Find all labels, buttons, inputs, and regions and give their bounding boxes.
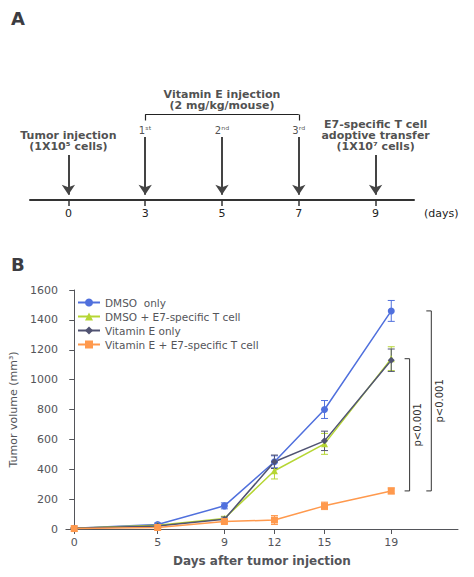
svg-text:p<0.001: p<0.001 [434,379,445,422]
svg-text:B: B [11,254,25,275]
svg-text:Days after tumor injection: Days after tumor injection [173,554,351,568]
svg-text:400: 400 [37,463,58,476]
svg-text:1000: 1000 [30,373,58,386]
svg-text:E7-specific T cell: E7-specific T cell [324,117,428,131]
svg-text:5: 5 [154,536,161,549]
svg-text:0: 0 [51,523,58,536]
svg-text:(1X10⁵ cells): (1X10⁵ cells) [29,140,107,153]
svg-text:1600: 1600 [30,284,58,297]
svg-text:p<0.001: p<0.001 [412,403,423,446]
svg-text:Tumor volume (mm³): Tumor volume (mm³) [7,351,20,468]
svg-text:Tumor injection: Tumor injection [20,128,117,142]
svg-text:1ˢᵗ: 1ˢᵗ [139,125,152,136]
svg-text:800: 800 [37,403,58,416]
svg-text:1200: 1200 [30,343,58,356]
svg-text:600: 600 [37,433,58,446]
svg-text:Vitamin E only: Vitamin E only [105,325,181,337]
svg-text:(1X10⁷ cells): (1X10⁷ cells) [336,140,414,153]
svg-text:19: 19 [384,536,398,549]
svg-text:7: 7 [295,207,302,220]
svg-text:3: 3 [142,207,149,220]
svg-text:DMSO + E7-specific T cell: DMSO + E7-specific T cell [105,311,240,323]
svg-text:15: 15 [318,536,332,549]
svg-text:(2 mg/kg/mouse): (2 mg/kg/mouse) [170,99,275,112]
svg-text:9: 9 [221,536,228,549]
svg-text:1400: 1400 [30,313,58,326]
svg-text:9: 9 [372,207,379,220]
svg-text:adoptive transfer: adoptive transfer [321,128,430,142]
svg-text:Vitamin E injection: Vitamin E injection [163,88,281,101]
svg-text:5: 5 [219,207,226,220]
svg-text:A: A [11,8,25,29]
svg-text:Vitamin E + E7-specific T cell: Vitamin E + E7-specific T cell [105,339,259,351]
svg-text:12: 12 [267,536,281,549]
svg-text:200: 200 [37,493,58,506]
svg-text:DMSO only: DMSO only [105,297,166,309]
svg-text:(days): (days) [424,207,459,220]
svg-text:2ⁿᵈ: 2ⁿᵈ [215,125,229,136]
svg-text:3ʳᵈ: 3ʳᵈ [292,125,305,136]
svg-text:0: 0 [65,207,72,220]
svg-text:0: 0 [71,536,78,549]
